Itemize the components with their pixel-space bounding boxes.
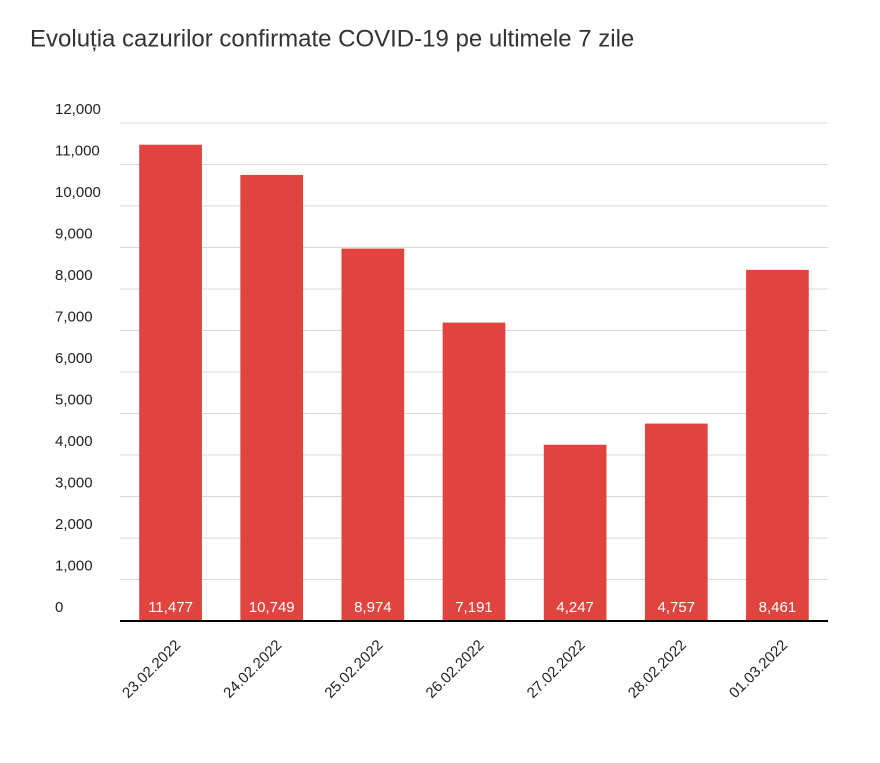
value-label: 7,191: [455, 599, 493, 616]
y-tick-label: 5,000: [55, 391, 93, 408]
bar: [543, 444, 607, 621]
value-label: 4,757: [658, 599, 696, 616]
y-tick-label: 9,000: [55, 225, 93, 242]
y-tick-label: 7,000: [55, 308, 93, 325]
bar: [442, 322, 506, 621]
y-tick-label: 6,000: [55, 350, 93, 367]
x-tick-label: 27.02.2022: [524, 637, 589, 702]
x-tick-label: 28.02.2022: [625, 637, 690, 702]
bar: [644, 423, 708, 621]
value-label: 10,749: [249, 599, 295, 616]
bar: [139, 144, 202, 621]
value-label: 8,461: [759, 599, 797, 616]
x-tick-label: 23.02.2022: [119, 637, 184, 702]
y-tick-label: 8,000: [55, 267, 93, 284]
bar: [746, 269, 809, 621]
y-tick-label: 10,000: [55, 184, 101, 201]
x-tick-label: 01.03.2022: [726, 637, 791, 702]
value-label: 4,247: [556, 599, 594, 616]
bar: [341, 248, 405, 622]
y-tick-label: 11,000: [55, 142, 100, 159]
y-tick-label: 3,000: [55, 474, 93, 491]
y-tick-label: 2,000: [55, 516, 93, 533]
y-tick-label: 4,000: [55, 433, 93, 450]
bar: [240, 174, 304, 621]
value-label: 8,974: [354, 599, 392, 616]
y-tick-label: 0: [55, 599, 63, 616]
y-tick-label: 12,000: [55, 101, 101, 118]
chart-title: Evoluția cazurilor confirmate COVID-19 p…: [30, 25, 634, 52]
value-label: 11,477: [148, 599, 193, 616]
y-tick-label: 1,000: [55, 557, 93, 574]
x-tick-label: 25.02.2022: [321, 637, 386, 702]
x-tick-label: 24.02.2022: [220, 637, 285, 702]
x-tick-label: 26.02.2022: [423, 637, 488, 702]
